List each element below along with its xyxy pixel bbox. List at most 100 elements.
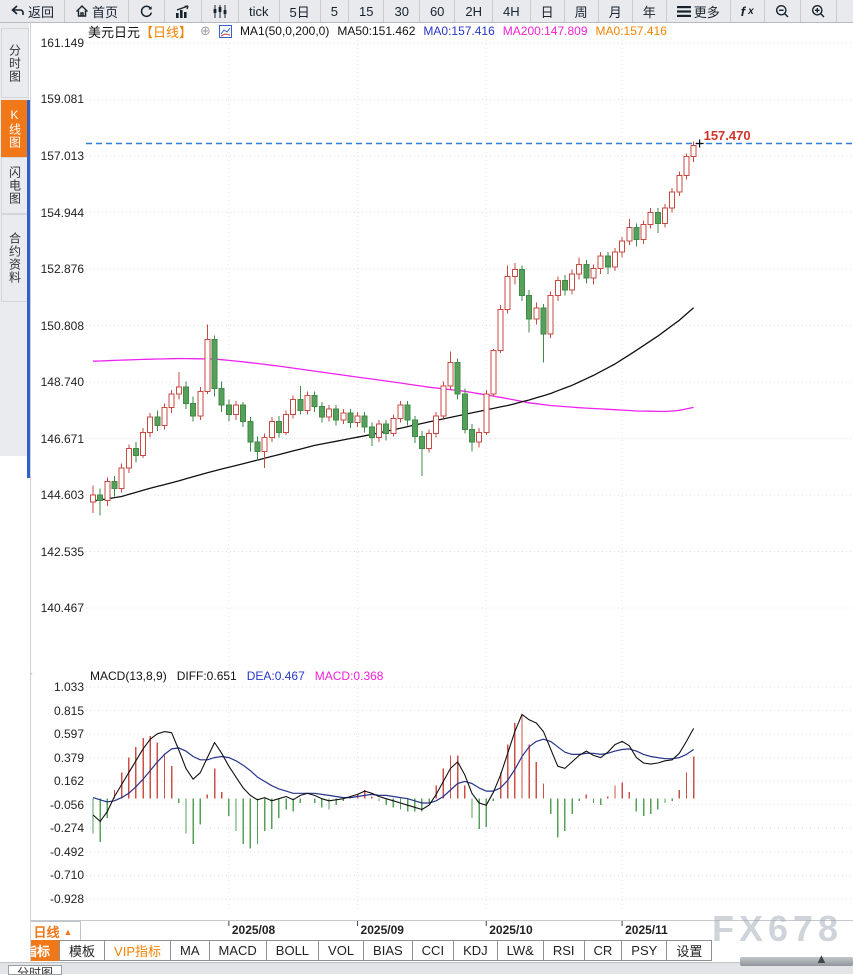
top-toolbar: 返回 首页 tick 5日 5 15 30 60 2H 4H 日 周 月 年 更…: [0, 0, 853, 23]
ma0-orange-value: MA0:157.416: [595, 24, 667, 38]
item-BIAS[interactable]: BIAS: [363, 940, 413, 961]
toolbar-home[interactable]: 首页: [65, 0, 130, 22]
toolbar-period-year[interactable]: 年: [633, 0, 667, 22]
BIAS-label: BIAS: [373, 943, 403, 958]
price-axis-label: 140.467: [40, 601, 84, 615]
PSY-label: PSY: [631, 943, 658, 958]
toolbar-period-15[interactable]: 15: [349, 0, 385, 22]
toolbar-zoom-out[interactable]: [765, 0, 801, 22]
MA-label: MA: [180, 943, 200, 958]
macd-header: MACD(13,8,9) DIFF:0.651 DEA:0.467 MACD:0…: [90, 668, 383, 684]
sidebar-tab-闪电图[interactable]: 闪电图: [1, 157, 29, 214]
toolbar-chart-type-candle[interactable]: [202, 0, 240, 22]
toolbar-period-2h[interactable]: 2H: [455, 0, 494, 22]
sidebar-tab-K线图[interactable]: K线图: [1, 100, 29, 157]
price-axis-label: 144.603: [40, 488, 84, 502]
toolbar-period-5d[interactable]: 5日: [280, 0, 321, 22]
ma0-blue-value: MA0:157.416: [423, 24, 495, 38]
ma50-value: MA50:151.462: [337, 24, 416, 38]
toolbar-back[interactable]: 返回: [0, 0, 66, 22]
item-MA[interactable]: MA: [170, 940, 210, 961]
RSI-label: RSI: [552, 943, 575, 958]
toolbar-period-30[interactable]: 30: [384, 0, 420, 22]
sidebar-tab-合约资料[interactable]: 合约资料: [1, 214, 29, 302]
toolbar-more[interactable]: 更多: [667, 0, 731, 22]
macd-dea-value: DEA:0.467: [246, 669, 305, 683]
macd-title: MACD(13,8,9): [90, 669, 167, 683]
VIP指标-label: VIP指标: [114, 944, 161, 959]
合约资料-label: 合约资料: [7, 232, 22, 284]
bottom-strip: [0, 962, 853, 974]
toolbar-period-5[interactable]: 5: [321, 0, 349, 22]
toolbar-period-60[interactable]: 60: [420, 0, 456, 22]
MACD-label: MACD: [218, 943, 257, 958]
item-VOL[interactable]: VOL: [318, 940, 365, 961]
toolbar-zoom-in[interactable]: [801, 0, 837, 22]
menu-icon: [676, 5, 691, 17]
item-CR[interactable]: CR: [583, 940, 623, 961]
scroll-up-triangle-icon[interactable]: ▲: [815, 951, 828, 966]
item-VIP指标[interactable]: VIP指标: [104, 940, 171, 961]
zoomin-icon: [811, 4, 826, 19]
macd-macd-value: MACD:0.368: [314, 669, 384, 683]
item-CCI[interactable]: CCI: [411, 940, 455, 961]
分时图-label: 分时图: [7, 43, 22, 83]
up-triangle-icon: ▲: [63, 926, 73, 937]
toolbar-refresh[interactable]: [129, 0, 166, 22]
macd-axis-label: 0.597: [53, 727, 84, 742]
item-LW&[interactable]: LW&: [496, 940, 544, 961]
item-MACD[interactable]: MACD: [208, 940, 267, 961]
mini-chart-icon[interactable]: [218, 24, 232, 38]
home-icon: [75, 4, 89, 18]
period-selector-button[interactable]: 日线 ▲: [25, 921, 81, 942]
indicator-tabs: 指标 模板 VIP指标 MA MACD BOLL VOL BIAS CCI KD…: [14, 940, 713, 961]
CR-label: CR: [593, 943, 613, 958]
macd-axis-label: -0.710: [49, 868, 84, 883]
macd-diff-value: DIFF:0.651: [176, 669, 237, 683]
macd-axis-label: 0.162: [53, 774, 84, 789]
candles-icon: [212, 4, 228, 18]
item-模板[interactable]: 模板: [59, 940, 106, 961]
xaxis-separator: [30, 920, 853, 921]
toolbar-period-tick[interactable]: tick: [239, 0, 280, 22]
toolbar-period-day[interactable]: 日: [531, 0, 565, 22]
toolbar-period-week[interactable]: 周: [565, 0, 599, 22]
horizontal-scrollbar-thumb[interactable]: [740, 957, 853, 966]
chart-header: 美元日元 【日线】 ⊕ MA1(50,0,200,0) MA50:151.462…: [88, 23, 667, 40]
price-axis-label: 161.149: [40, 36, 84, 50]
price-axis-label: 152.876: [40, 262, 84, 276]
price-axis-label: 159.081: [40, 92, 84, 107]
back-icon: [10, 4, 25, 18]
price-axis-label: 157.013: [40, 148, 84, 163]
period-selector-label: 日线: [33, 925, 60, 940]
month-label: 2025/08: [231, 923, 276, 937]
item-设置[interactable]: 设置: [666, 940, 713, 961]
toolbar-period-month[interactable]: 月: [599, 0, 633, 22]
item-PSY[interactable]: PSY: [621, 940, 668, 961]
bars-icon: [175, 4, 191, 18]
模板-label: 模板: [69, 944, 96, 959]
toolbar-period-4h[interactable]: 4H: [493, 0, 531, 22]
toolbar-chart-type-bar[interactable]: [165, 0, 203, 22]
clipped-bottom-tab[interactable]: 分时图: [8, 965, 62, 975]
sidebar-tab-分时图[interactable]: 分时图: [1, 28, 29, 98]
month-label: 2025/09: [360, 923, 404, 937]
macd-axis-label: -0.928: [49, 892, 84, 906]
macd-axis-label: 0.815: [53, 703, 84, 718]
left-sidebar: 分时图 K线图 闪电图 合约资料: [0, 22, 31, 962]
sidebar-active-strip: [27, 100, 30, 478]
K线图-label: K线图: [7, 108, 22, 149]
month-label: 2025/11: [625, 923, 668, 937]
ma200-value: MA200:147.809: [502, 24, 588, 38]
plus-circle-icon[interactable]: ⊕: [200, 23, 211, 38]
item-RSI[interactable]: RSI: [542, 940, 585, 961]
macd-axis-label: -0.274: [49, 821, 84, 836]
symbol-name: 美元日元: [88, 24, 141, 40]
item-BOLL[interactable]: BOLL: [265, 940, 320, 961]
LW&-label: LW&: [506, 943, 534, 958]
item-KDJ[interactable]: KDJ: [453, 940, 498, 961]
price-axis-label: 150.808: [40, 318, 84, 333]
